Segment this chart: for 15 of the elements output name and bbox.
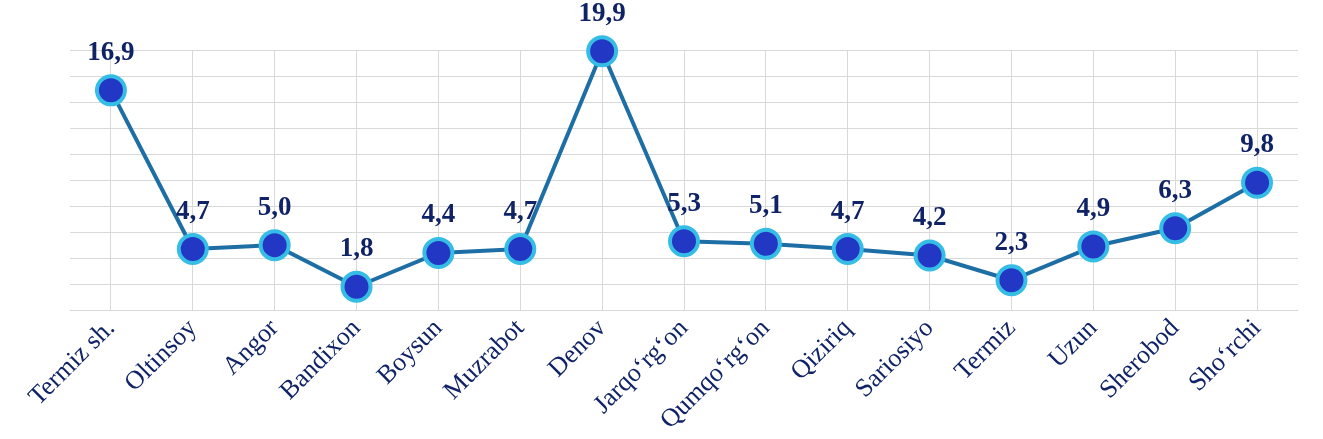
data-label: 9,8 bbox=[1240, 128, 1274, 159]
data-label: 1,8 bbox=[339, 232, 374, 263]
data-label: 4,7 bbox=[830, 194, 865, 225]
data-label: 4,7 bbox=[175, 194, 210, 225]
data-label: 19,9 bbox=[578, 0, 626, 27]
data-label: 5,3 bbox=[667, 186, 701, 217]
data-label: 16,9 bbox=[87, 35, 135, 66]
data-label: 5,1 bbox=[748, 189, 783, 220]
data-label: 2,3 bbox=[994, 225, 1029, 256]
data-label: 4,4 bbox=[421, 198, 456, 229]
data-label: 4,2 bbox=[912, 201, 947, 231]
x-tick-label: Uzun bbox=[1042, 312, 1103, 374]
data-label: 6,3 bbox=[1158, 173, 1193, 204]
data-label: 5,0 bbox=[257, 190, 292, 221]
data-label: 4,9 bbox=[1076, 191, 1111, 222]
